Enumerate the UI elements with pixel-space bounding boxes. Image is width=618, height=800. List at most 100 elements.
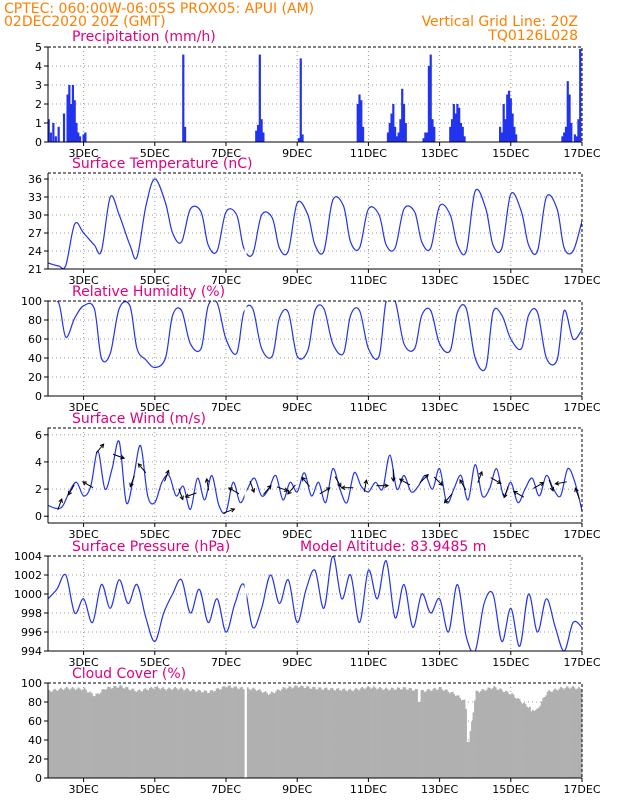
wind-vector-head (165, 469, 170, 475)
cloud-cover-bar (279, 690, 282, 778)
cloud-cover-bar (316, 689, 319, 778)
cloud-cover-bar (230, 687, 233, 778)
pressure-xtick-label: 5DEC (140, 656, 170, 669)
precipitation-bar (463, 136, 466, 142)
cloud-cover-bar (101, 689, 104, 778)
cloud-ytick-label: 100 (21, 677, 42, 690)
cloud-cover-bar (89, 691, 92, 778)
cloud-cover-bar (557, 690, 559, 778)
cloud-cover-bar (117, 687, 120, 778)
cloud-cover-bar (249, 690, 252, 778)
pressure-xtick-label: 13DEC (421, 656, 458, 669)
wind-vector-head (503, 493, 508, 499)
cloud-cover-bar (422, 689, 424, 778)
wind-vector (419, 474, 429, 484)
cloud-cover-bar (463, 699, 466, 778)
cloud-cover-bar (254, 689, 257, 778)
cloud-cover-bar (220, 689, 222, 778)
cloud-cover-bar (408, 687, 411, 778)
cloud-cover-bar (263, 691, 266, 778)
humidity-xtick-label: 11DEC (350, 401, 387, 414)
wind-vector-head (398, 478, 404, 483)
cloud-cover-bar (202, 692, 205, 778)
cloud-cover-bar (370, 688, 372, 778)
precipitation-bar (513, 126, 516, 142)
cloud-cover-bar (295, 685, 298, 778)
cloud-cover-bar (517, 698, 519, 778)
precipitation-xtick-label: 13DEC (421, 147, 458, 160)
wind-vector (477, 471, 483, 483)
cloud-cover-bar (297, 687, 300, 778)
cloud-cover-bar (252, 687, 255, 778)
header-date: 02DEC2020 20Z (GMT) (4, 14, 166, 30)
pressure-xtick-label: 17DEC (563, 656, 600, 669)
temperature-xtick-label: 17DEC (563, 274, 600, 287)
cloud-cover-bar (287, 688, 289, 778)
wind-vector (129, 475, 135, 487)
pressure-xtick-label: 9DEC (282, 656, 312, 669)
wind-vector (548, 479, 554, 491)
wind-vector-head (267, 484, 272, 490)
humidity-xtick-label: 13DEC (421, 401, 458, 414)
panel-precipitation: Precipitation (mm/h) 0 1 2 3 4 5 3DEC 5DEC 7DEC 9… (35, 29, 601, 160)
cloud-cover-bar (526, 706, 528, 778)
header-grid-note: Vertical Grid Line: 20Z (422, 14, 578, 30)
wind-vector (276, 486, 289, 492)
cloud-cover-bar (377, 688, 380, 778)
cloud-cover-bar (258, 689, 261, 778)
precipitation-ytick-label: 0 (35, 136, 42, 149)
precipitation-bar (71, 85, 75, 142)
wind-vector (399, 478, 411, 486)
precipitation-bar (68, 85, 71, 142)
precipitation-bar (504, 119, 507, 142)
cloud-cover-bar (212, 691, 215, 778)
wind-vector (178, 488, 184, 500)
precipitation-bar (49, 132, 52, 142)
wind-vector (513, 490, 525, 498)
precipitation-bar (573, 134, 576, 142)
cloud-cover-bar (343, 688, 346, 778)
cloud-cover-bar (515, 698, 518, 778)
wind-vector-head (478, 470, 483, 476)
cloud-cover-bar (401, 689, 404, 778)
temperature-xtick-label: 7DEC (211, 274, 241, 287)
cloud-cover-bar (273, 693, 276, 778)
cloud-cover-bar (73, 688, 76, 778)
wind-vector-head (438, 481, 444, 486)
cloud-ytick-label: 40 (28, 734, 42, 747)
precipitation-xtick-label: 9DEC (282, 147, 312, 160)
precipitation-xtick-label: 5DEC (140, 147, 170, 160)
precipitation-bar (399, 119, 402, 142)
cloud-cover-bar (150, 686, 153, 778)
precipitation-bar (570, 123, 573, 142)
cloud-cover-bar (514, 697, 516, 778)
cloud-cover-bar (417, 702, 420, 778)
cloud-cover-bar (267, 695, 270, 778)
wind-vector (319, 487, 331, 495)
cloud-cover-bar (567, 687, 570, 778)
precipitation-bar (427, 66, 431, 142)
wind-vector (57, 498, 63, 511)
cloud-xtick-label: 15DEC (492, 783, 529, 796)
cloud-cover-bar (227, 685, 230, 778)
cloud-cover-bar (143, 689, 145, 778)
cloud-cover-bar (208, 692, 211, 778)
precipitation-bar (575, 136, 578, 142)
wind-ytick-label: 4 (35, 456, 42, 469)
precipitation-bar (361, 126, 365, 142)
wind-xtick-label: 7DEC (211, 528, 241, 541)
cloud-cover-bar (389, 689, 392, 778)
cloud-cover-bar (546, 691, 549, 778)
cloud-cover-bar (294, 685, 297, 778)
cloud-cover-bar (384, 687, 387, 778)
cloud-cover-bar (108, 686, 111, 778)
temperature-ytick-label: 27 (28, 227, 42, 240)
cloud-cover-bar (206, 693, 209, 778)
wind-vector (112, 453, 125, 459)
cloud-cover-bar (70, 688, 73, 778)
cloud-cover-bar (521, 703, 524, 778)
cloud-cover-bar (160, 688, 163, 778)
cloud-cover-bar (154, 686, 157, 778)
cloud-cover-bar (95, 693, 98, 778)
wind-vector-head (443, 498, 449, 504)
